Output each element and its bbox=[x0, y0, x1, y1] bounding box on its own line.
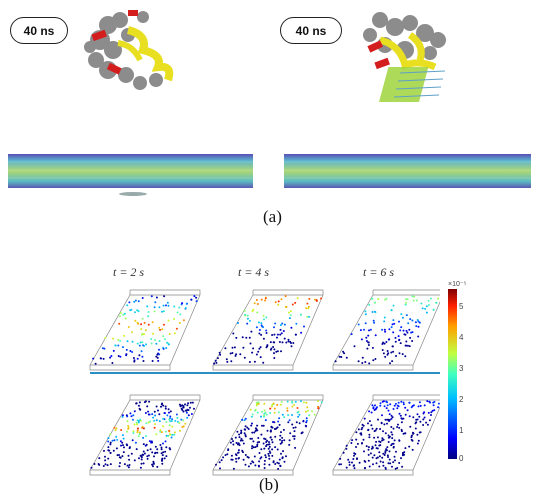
colorbar-tick: 4 bbox=[459, 333, 464, 342]
channel-box bbox=[89, 394, 201, 476]
divider-line bbox=[90, 372, 440, 374]
membrane-slab-left bbox=[8, 154, 253, 196]
protein-structure-left bbox=[84, 10, 174, 90]
colorbar-tick: 1 bbox=[459, 426, 464, 435]
membrane-slab-right bbox=[284, 154, 531, 188]
timestamp-badge-left: 40 ns bbox=[10, 17, 68, 44]
colorbar-tick: 5 bbox=[459, 302, 464, 311]
colorbar-tick: 3 bbox=[459, 364, 464, 373]
colorbar-exponent: ×10⁻⁵ bbox=[448, 281, 467, 288]
colorbar-tick: 0 bbox=[459, 454, 464, 463]
time-label-3: t = 6 s bbox=[363, 265, 395, 279]
channel-box bbox=[332, 394, 440, 476]
panel-label-b: (b) bbox=[259, 475, 279, 494]
protein-structure-right bbox=[363, 12, 446, 102]
channel-box bbox=[212, 394, 324, 476]
panel-label-a: (a) bbox=[263, 207, 282, 226]
colorbar bbox=[448, 289, 457, 459]
channel-box bbox=[212, 289, 324, 371]
time-label-2: t = 4 s bbox=[238, 265, 270, 279]
channel-box bbox=[89, 289, 201, 371]
colorbar-tick: 2 bbox=[459, 395, 464, 404]
timestamp-badge-right: 40 ns bbox=[280, 17, 342, 44]
channel-box bbox=[332, 289, 440, 371]
particle-channels bbox=[89, 289, 440, 476]
time-label-1: t = 2 s bbox=[113, 265, 145, 279]
